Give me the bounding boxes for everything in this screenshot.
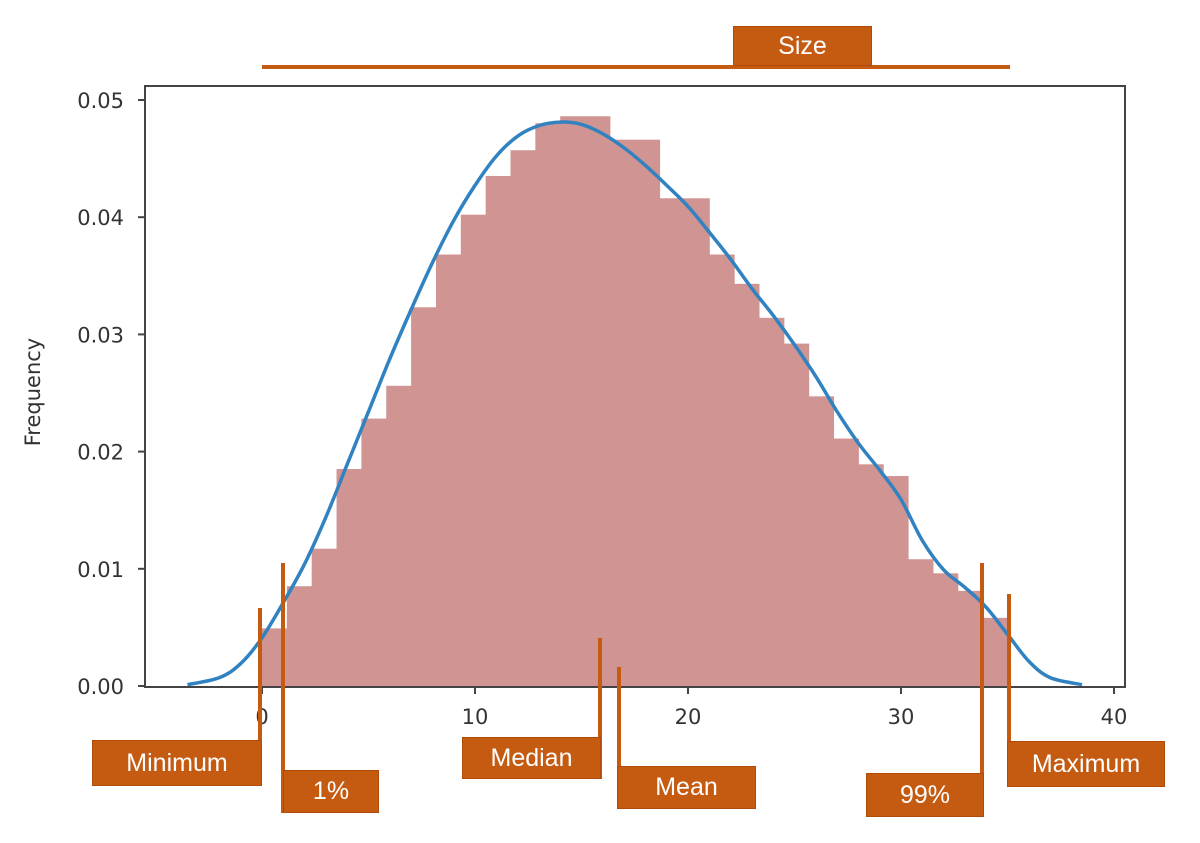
histogram-bar <box>734 283 760 687</box>
y-tick-label: 0.04 <box>77 206 124 230</box>
plot-frame <box>144 85 1126 688</box>
size-label: Size <box>733 26 872 66</box>
histogram-bar <box>932 573 959 687</box>
kde-curve <box>187 120 1083 687</box>
x-axis: 0 10 20 30 40 <box>255 687 1127 729</box>
median-label: Median <box>462 737 601 779</box>
histogram-bar <box>957 590 984 687</box>
histogram-bar <box>858 464 884 687</box>
histogram-bar <box>783 343 810 687</box>
histogram-bar <box>336 469 362 687</box>
y-tick-label: 0.00 <box>77 675 124 699</box>
histogram-bar <box>609 139 636 687</box>
histogram-bar <box>883 476 909 687</box>
histogram-bar <box>585 116 611 687</box>
histogram-bar <box>286 586 313 687</box>
minimum-marker-line <box>258 608 262 786</box>
histogram-bar <box>759 317 785 687</box>
x-tick-label: 10 <box>462 705 489 729</box>
y-axis-title: Frequency <box>21 338 45 447</box>
y-tick-label: 0.01 <box>77 558 124 582</box>
x-tick-label: 20 <box>675 705 702 729</box>
percentile-99-label: 99% <box>866 773 984 817</box>
y-tick-label: 0.05 <box>77 89 124 113</box>
histogram-bar <box>684 198 710 687</box>
x-tick-label: 30 <box>888 705 915 729</box>
histogram-bar <box>709 254 735 688</box>
median-marker-line <box>598 638 602 779</box>
histogram-bar <box>411 307 437 687</box>
percentile-99-marker-line <box>980 563 984 817</box>
histogram-bar <box>908 559 934 687</box>
percentile-1-label: 1% <box>283 770 379 813</box>
histogram-bars <box>262 116 1008 688</box>
histogram-bar <box>634 139 661 687</box>
histogram-bar <box>386 385 412 687</box>
histogram-bar <box>560 116 586 687</box>
size-bracket-line <box>262 65 1010 69</box>
maximum-marker-line <box>1007 594 1011 770</box>
mean-marker-line <box>617 667 621 809</box>
x-tick-label: 40 <box>1101 705 1128 729</box>
percentile-1-marker-line <box>281 563 285 813</box>
histogram-bar <box>808 396 835 687</box>
histogram-bar <box>833 438 859 687</box>
histogram-bar <box>361 418 387 687</box>
histogram-bar <box>311 548 338 687</box>
mean-label: Mean <box>617 766 756 809</box>
histogram-bar <box>485 176 511 687</box>
minimum-label: Minimum <box>92 740 262 786</box>
y-axis: 0.00 0.01 0.02 0.03 0.04 0.05 <box>77 89 145 699</box>
histogram-bar <box>435 254 462 688</box>
maximum-label: Maximum <box>1007 741 1165 787</box>
y-tick-label: 0.03 <box>77 323 124 347</box>
histogram-bar <box>510 150 536 687</box>
y-tick-label: 0.02 <box>77 441 124 465</box>
histogram-bar <box>659 198 685 687</box>
histogram-bar <box>535 123 561 687</box>
histogram-bar <box>460 214 487 687</box>
